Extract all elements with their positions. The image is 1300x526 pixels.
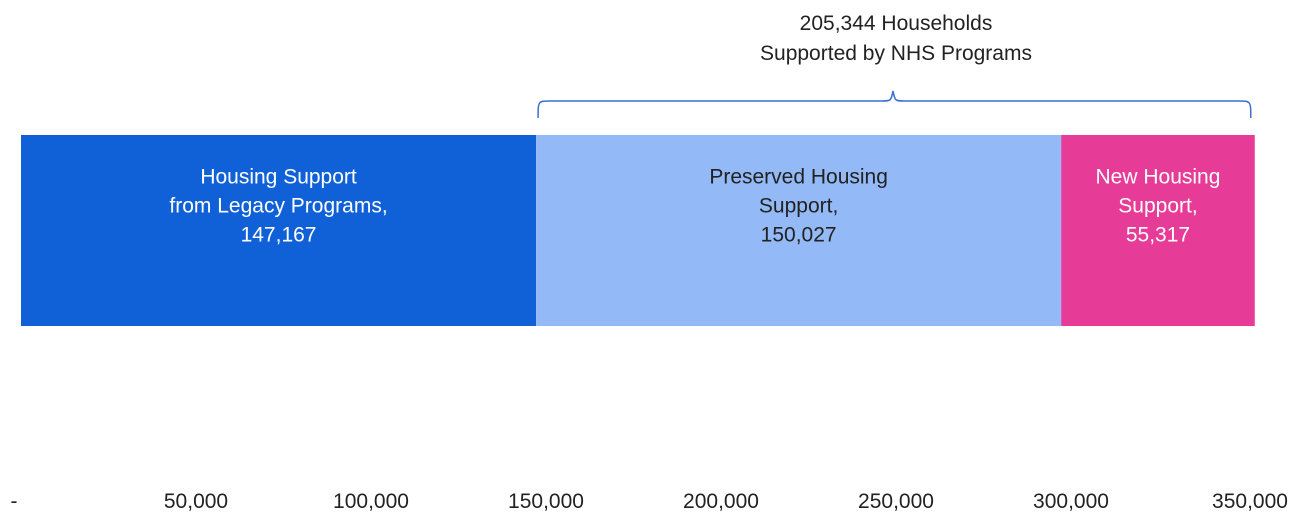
bar-segment-3-label: New Housing Support, 55,317 <box>1096 166 1221 247</box>
x-axis-tick-labels: - 50,000 100,000 150,000 200,000 250,000 300,0… <box>11 490 1288 513</box>
bar-segment-2 <box>536 135 1062 326</box>
annotation-bracket <box>537 90 1252 119</box>
bar-segment-3-label-line-1: New Housing <box>1096 166 1221 189</box>
x-tick-label: 50,000 <box>164 490 228 513</box>
bar-segment-2-label: Preserved Housing Support, 150,027 <box>709 166 888 247</box>
bar-segment-2-label-line-1: Preserved Housing <box>709 166 888 189</box>
x-tick-label: 250,000 <box>858 490 934 513</box>
bracket-path <box>537 90 1252 119</box>
x-tick-label: - <box>11 490 18 513</box>
bar-segment-1-label-line-3: 147,167 <box>241 224 317 247</box>
x-tick-label: 200,000 <box>683 490 759 513</box>
x-tick-label: 100,000 <box>333 490 409 513</box>
bar-segment-1-label-line-1: Housing Support <box>200 166 357 189</box>
bar-segment-3 <box>1061 135 1255 326</box>
bar-segment-1 <box>21 135 537 326</box>
x-tick-label: 300,000 <box>1033 490 1109 513</box>
annotation-line-2: Supported by NHS Programs <box>760 42 1032 65</box>
bar-segment-3-label-line-2: Support, <box>1118 195 1197 218</box>
annotation-line-1: 205,344 Households <box>800 12 993 35</box>
bar-segment-1-label: Housing Support from Legacy Programs, 147,… <box>169 166 387 247</box>
bar-segment-2-label-line-2: Support, <box>759 195 838 218</box>
bar-segment-3-label-line-3: 55,317 <box>1126 224 1190 247</box>
x-tick-label: 350,000 <box>1212 490 1288 513</box>
bar-segment-2-label-line-3: 150,027 <box>761 224 837 247</box>
bar-segments: Housing Support from Legacy Programs, 147,… <box>21 135 1255 326</box>
bar-segment-1-label-line-2: from Legacy Programs, <box>169 195 387 218</box>
x-tick-label: 150,000 <box>508 490 584 513</box>
